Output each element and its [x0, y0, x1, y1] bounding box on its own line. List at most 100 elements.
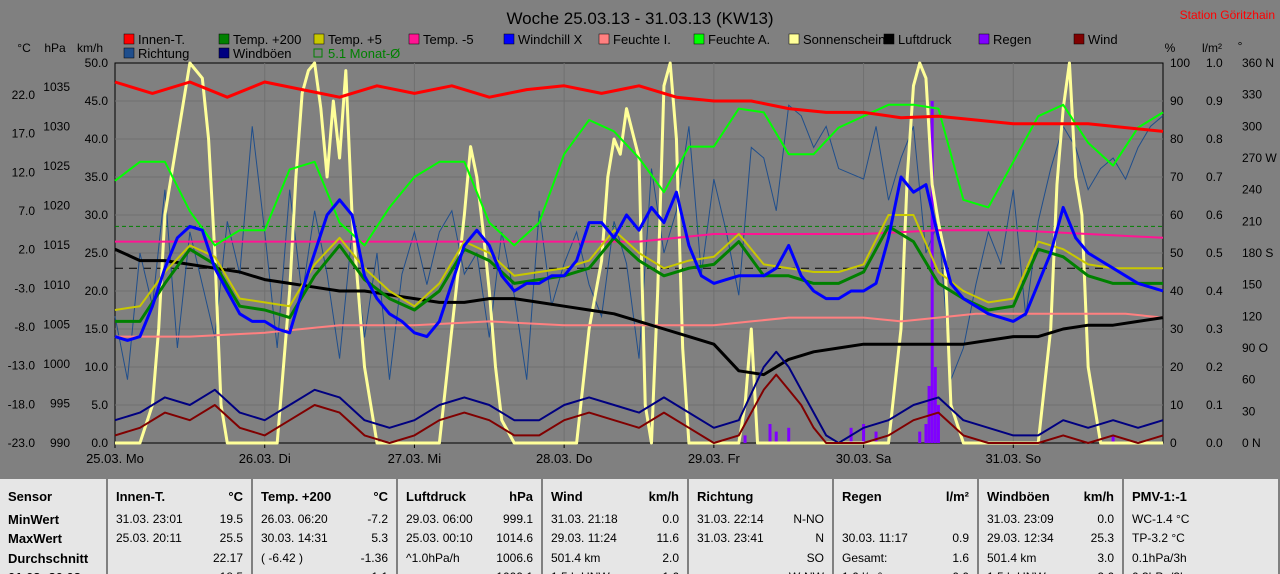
- column-unit-1: °C: [228, 489, 243, 504]
- cell-right: 11.6: [656, 531, 679, 545]
- dir-tick-8: 120: [1242, 309, 1262, 323]
- legend-label-richtung: Richtung: [138, 46, 189, 61]
- column-header-2: Temp. +200 °C: [261, 489, 388, 505]
- legend-label-windchill-x: Windchill X: [518, 32, 583, 47]
- column-header-7: Windböen km/h: [987, 489, 1114, 505]
- row-label-3: 01.03.-20.03.: [8, 570, 98, 574]
- sensor-header: Sensor: [8, 489, 53, 504]
- cell-right: 0.9: [952, 531, 969, 545]
- cell-left: 1.5 h UNW: [551, 570, 610, 574]
- cell-row-2: 0.1hPa/3h: [1132, 551, 1270, 567]
- press-tick-8: 995: [50, 396, 70, 410]
- cell-row-2: ^1.0hPa/h 1006.6: [406, 551, 533, 567]
- series-feuchte-i: [115, 312, 1164, 338]
- pct-tick-7: 30: [1170, 322, 1184, 336]
- rain-tick-2: 0.8: [1206, 132, 1223, 146]
- column-name-8: PMV-1:-1: [1132, 489, 1187, 504]
- series-sonnenschein: [115, 61, 1163, 445]
- pct-tick-9: 10: [1170, 398, 1184, 412]
- cell-right: 0.0: [662, 512, 679, 526]
- x-tick-4: 29.03. Fr: [688, 451, 741, 466]
- rain-tick-0: 1.0: [1206, 56, 1223, 70]
- wind-tick-7: 15.0: [85, 322, 109, 336]
- legend-swatch-temp-5: [408, 33, 420, 45]
- cell-left: 29.03. 11:24: [551, 531, 617, 545]
- x-tick-0: 25.03. Mo: [86, 451, 144, 466]
- cell-row-1: 29.03. 12:34 25.3: [987, 531, 1114, 547]
- dir-tick-0: 360 N: [1242, 56, 1274, 70]
- legend-label-feuchte-a: Feuchte A.: [708, 32, 770, 47]
- cell-row-0: 31.03. 23:01 19.5: [116, 512, 243, 528]
- cell-right: 2.0: [662, 551, 679, 565]
- dir-tick-6: 180 S: [1242, 246, 1273, 260]
- legend-label-feuchte-i: Feuchte I.: [613, 32, 671, 47]
- rain-bar-1: [768, 424, 772, 443]
- series-windb-en: [114, 350, 1164, 444]
- cell-left: WC-1.4 °C: [1132, 512, 1190, 526]
- column-unit-6: l/m²: [945, 489, 969, 504]
- cell-right: 19.5: [219, 512, 243, 526]
- cell-right: -1.36: [360, 551, 388, 565]
- temp-tick-4: 2.0: [18, 243, 35, 257]
- pct-tick-6: 40: [1170, 284, 1184, 298]
- axis-unit-3: %: [1165, 41, 1176, 55]
- cell-left: 31.03. 22:14: [697, 512, 764, 526]
- cell-left: 29.03. 06:00: [406, 512, 473, 526]
- cell-row-0: 31.03. 22:14 N-NO: [697, 512, 824, 528]
- series-feuchte-a: [114, 103, 1164, 247]
- dir-tick-9: 90 O: [1242, 341, 1268, 355]
- axis-unit-2: km/h: [77, 41, 103, 55]
- cell-row-0: [842, 512, 969, 528]
- cell-row-1: 31.03. 23:41 N: [697, 531, 824, 547]
- x-tick-3: 28.03. Do: [536, 451, 592, 466]
- column-3: Luftdruck hPa 29.03. 06:00 999.1 25.03. 00:1…: [398, 479, 543, 574]
- legend-swatch-regen: [978, 33, 990, 45]
- cell-left: 31.03. 23:01: [116, 512, 183, 526]
- legend-label-innen-t: Innen-T.: [138, 32, 185, 47]
- rain-bar-3: [787, 427, 791, 443]
- column-name-4: Wind: [551, 489, 583, 504]
- wind-tick-6: 20.0: [85, 284, 109, 298]
- press-tick-2: 1025: [43, 159, 70, 173]
- chart-title: Woche 25.03.13 - 31.03.13 (KW13): [506, 9, 773, 28]
- cell-right: 5.3: [371, 531, 388, 545]
- station-label: Station Göritzhain: [1180, 8, 1275, 22]
- cell-row-3: 0.3hPa/3h: [1132, 570, 1270, 574]
- wind-tick-0: 50.0: [85, 56, 109, 70]
- cell-right: -7.2: [367, 512, 388, 526]
- cell-left: TP-3.2 °C: [1132, 531, 1185, 545]
- cell-row-2: 501.4 km 2.0: [551, 551, 679, 567]
- axis-unit-1: hPa: [44, 41, 66, 55]
- cell-right: 2.6: [1097, 570, 1114, 574]
- legend-swatch-temp-5: [313, 33, 325, 45]
- series-innen-t: [114, 80, 1164, 133]
- rain-tick-6: 0.4: [1206, 284, 1223, 298]
- column-header-4: Wind km/h: [551, 489, 679, 505]
- row-label-2: Durchschnitt: [8, 551, 89, 566]
- rain-bar-5: [862, 424, 866, 443]
- cell-right: W-NW: [789, 570, 824, 574]
- column-name-1: Innen-T.: [116, 489, 166, 504]
- cell-row-3: W-NW: [697, 570, 824, 574]
- temp-tick-7: -13.0: [8, 359, 36, 373]
- legend-label-regen: Regen: [993, 32, 1031, 47]
- statistics-table: Sensor MinWert MaxWert Durchschnitt 01.03.-2…: [0, 479, 1280, 574]
- x-tick-labels: 25.03. Mo 26.03. Di 27.03. Mi 28.03. Do 29.0…: [86, 443, 1041, 466]
- legend-swatch-sonnenschein: [788, 33, 800, 45]
- press-tick-9: 990: [50, 436, 70, 450]
- cell-left: 501.4 km: [551, 551, 601, 565]
- pct-tick-4: 60: [1170, 208, 1184, 222]
- rain-bar-13: [1111, 435, 1115, 443]
- cell-row-1: 25.03. 20:11 25.5: [116, 531, 243, 547]
- rain-tick-10: 0.0: [1206, 436, 1223, 450]
- cell-right: 25.3: [1090, 531, 1114, 545]
- cell-left: 1.5 h UNW: [987, 570, 1046, 574]
- dir-tick-2: 300: [1242, 119, 1262, 133]
- series-richtung: [114, 104, 1164, 380]
- pct-tick-3: 70: [1170, 170, 1184, 184]
- cell-left: 30.03. 11:17: [842, 531, 908, 545]
- legend-label-sonnenschein: Sonnenschein: [803, 32, 885, 47]
- rain-bar-7: [918, 431, 922, 443]
- row-label-1: MaxWert: [8, 531, 62, 546]
- temp-tick-3: 7.0: [18, 204, 35, 218]
